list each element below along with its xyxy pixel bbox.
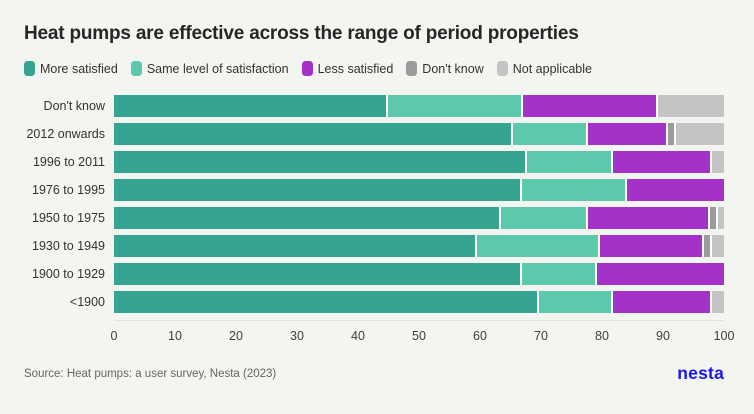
legend-swatch xyxy=(24,61,35,76)
bar-segment-less-satisfied[interactable] xyxy=(613,291,712,313)
bar-segment-more-satisfied[interactable] xyxy=(114,235,478,257)
x-axis-tick: 70 xyxy=(534,329,548,343)
bar-segment-less-satisfied[interactable] xyxy=(522,95,658,117)
legend-item-not-applicable[interactable]: Not applicable xyxy=(496,61,592,76)
x-axis-track: 0 10 20 30 40 50 60 70 80 90 100 xyxy=(110,320,734,347)
bar-segment-less-satisfied[interactable] xyxy=(596,263,724,285)
bar-segment-same-level-of-satisfaction[interactable] xyxy=(501,207,588,229)
bar-segment-less-satisfied[interactable] xyxy=(587,207,710,229)
bar-row: 1950 to 1975 xyxy=(24,207,724,229)
footer: Source: Heat pumps: a user survey, Nesta… xyxy=(24,363,724,384)
bar-segment-same-level-of-satisfaction[interactable] xyxy=(522,263,597,285)
category-label: 1996 to 2011 xyxy=(32,155,105,169)
bar-segment-same-level-of-satisfaction[interactable] xyxy=(522,179,628,201)
bar-segment-not-applicable[interactable] xyxy=(717,207,724,229)
bar-segment-more-satisfied[interactable] xyxy=(114,151,527,173)
legend-item-more-satisfied[interactable]: More satisfied xyxy=(24,61,118,76)
x-axis-tick: 90 xyxy=(656,329,670,343)
nesta-logo: nesta xyxy=(677,363,724,383)
bar-row: <1900 xyxy=(24,291,724,313)
bar-segment-same-level-of-satisfaction[interactable] xyxy=(477,235,600,257)
bar-track xyxy=(114,291,724,313)
x-axis-tick: 80 xyxy=(595,329,609,343)
bar-segment-not-applicable[interactable] xyxy=(675,123,724,145)
bar-segment-don-t-know[interactable] xyxy=(703,235,712,257)
x-axis-tick: 30 xyxy=(290,329,304,343)
source-note: Source: Heat pumps: a user survey, Nesta… xyxy=(24,367,277,380)
bar-row: 1996 to 2011 xyxy=(24,151,724,173)
legend-swatch xyxy=(130,61,142,76)
category-label: 1950 to 1975 xyxy=(32,211,105,225)
bar-segment-less-satisfied[interactable] xyxy=(613,151,712,173)
bar-segment-less-satisfied[interactable] xyxy=(587,123,668,145)
legend-swatch xyxy=(301,61,313,76)
bar-segment-same-level-of-satisfaction[interactable] xyxy=(526,151,614,173)
x-axis: 0 10 20 30 40 50 60 70 80 90 100 xyxy=(24,320,734,347)
bar-segment-more-satisfied[interactable] xyxy=(114,123,514,145)
bar-segment-not-applicable[interactable] xyxy=(711,235,725,257)
bar-segment-not-applicable[interactable] xyxy=(711,151,724,173)
category-label: 1900 to 1929 xyxy=(32,267,105,281)
bar-row: 1976 to 1995 xyxy=(24,179,724,201)
x-axis-spacer xyxy=(24,320,114,347)
legend-label: More satisfied xyxy=(40,61,118,76)
category-label: 2012 onwards xyxy=(26,127,105,141)
legend-item-less-satisfied[interactable]: Less satisfied xyxy=(301,61,394,76)
bar-track xyxy=(114,95,724,117)
chart-title: Heat pumps are effective across the rang… xyxy=(24,23,579,44)
bar-segment-more-satisfied[interactable] xyxy=(114,291,539,313)
bar-segment-not-applicable[interactable] xyxy=(711,291,724,313)
legend-item-same-level-of-satisfaction[interactable]: Same level of satisfaction xyxy=(130,61,289,76)
legend: More satisfied Same level of satisfaction… xyxy=(24,61,724,76)
legend-label: Not applicable xyxy=(512,61,592,76)
bar-segment-same-level-of-satisfaction[interactable] xyxy=(538,291,614,313)
bar-track xyxy=(114,235,725,257)
bar-segment-more-satisfied[interactable] xyxy=(114,95,388,117)
x-axis-tick: 10 xyxy=(168,329,182,343)
x-axis-tick: 100 xyxy=(713,329,735,343)
bar-segment-don-t-know[interactable] xyxy=(709,207,718,229)
bar-row: 1900 to 1929 xyxy=(24,263,724,285)
bar-segment-more-satisfied[interactable] xyxy=(114,179,523,201)
stacked-bar-chart: Don't know 2012 onwards 1996 to 2011 1976 t… xyxy=(24,95,725,313)
x-axis-tick: 50 xyxy=(412,329,426,343)
bar-row: 1930 to 1949 xyxy=(24,235,725,257)
bar-segment-less-satisfied[interactable] xyxy=(599,235,704,257)
legend-swatch xyxy=(496,61,508,76)
bar-track xyxy=(114,263,724,285)
category-label: 1976 to 1995 xyxy=(32,183,105,197)
bar-segment-more-satisfied[interactable] xyxy=(114,207,502,229)
legend-label: Don't know xyxy=(422,61,484,76)
bar-track xyxy=(114,123,724,145)
x-axis-tick: 20 xyxy=(229,329,243,343)
x-axis-tick: 60 xyxy=(473,329,487,343)
category-label: Don't know xyxy=(43,99,105,113)
legend-item-don-t-know[interactable]: Don't know xyxy=(406,61,484,76)
bar-row: Don't know xyxy=(24,95,724,117)
bar-segment-more-satisfied[interactable] xyxy=(114,263,523,285)
bar-segment-don-t-know[interactable] xyxy=(667,123,676,145)
legend-label: Same level of satisfaction xyxy=(146,61,289,76)
bar-track xyxy=(114,179,724,201)
bar-segment-same-level-of-satisfaction[interactable] xyxy=(513,123,588,145)
category-label: <1900 xyxy=(69,295,105,309)
bar-track xyxy=(114,151,724,173)
category-label: 1930 to 1949 xyxy=(32,239,105,253)
bar-segment-same-level-of-satisfaction[interactable] xyxy=(387,95,523,117)
x-axis-tick: 0 xyxy=(110,329,118,343)
bar-track xyxy=(114,207,724,229)
x-axis-tick: 40 xyxy=(351,329,365,343)
bar-segment-not-applicable[interactable] xyxy=(657,95,724,117)
bar-segment-less-satisfied[interactable] xyxy=(627,179,724,201)
legend-label: Less satisfied xyxy=(317,61,394,76)
bar-row: 2012 onwards xyxy=(24,123,724,145)
legend-swatch xyxy=(406,61,418,76)
